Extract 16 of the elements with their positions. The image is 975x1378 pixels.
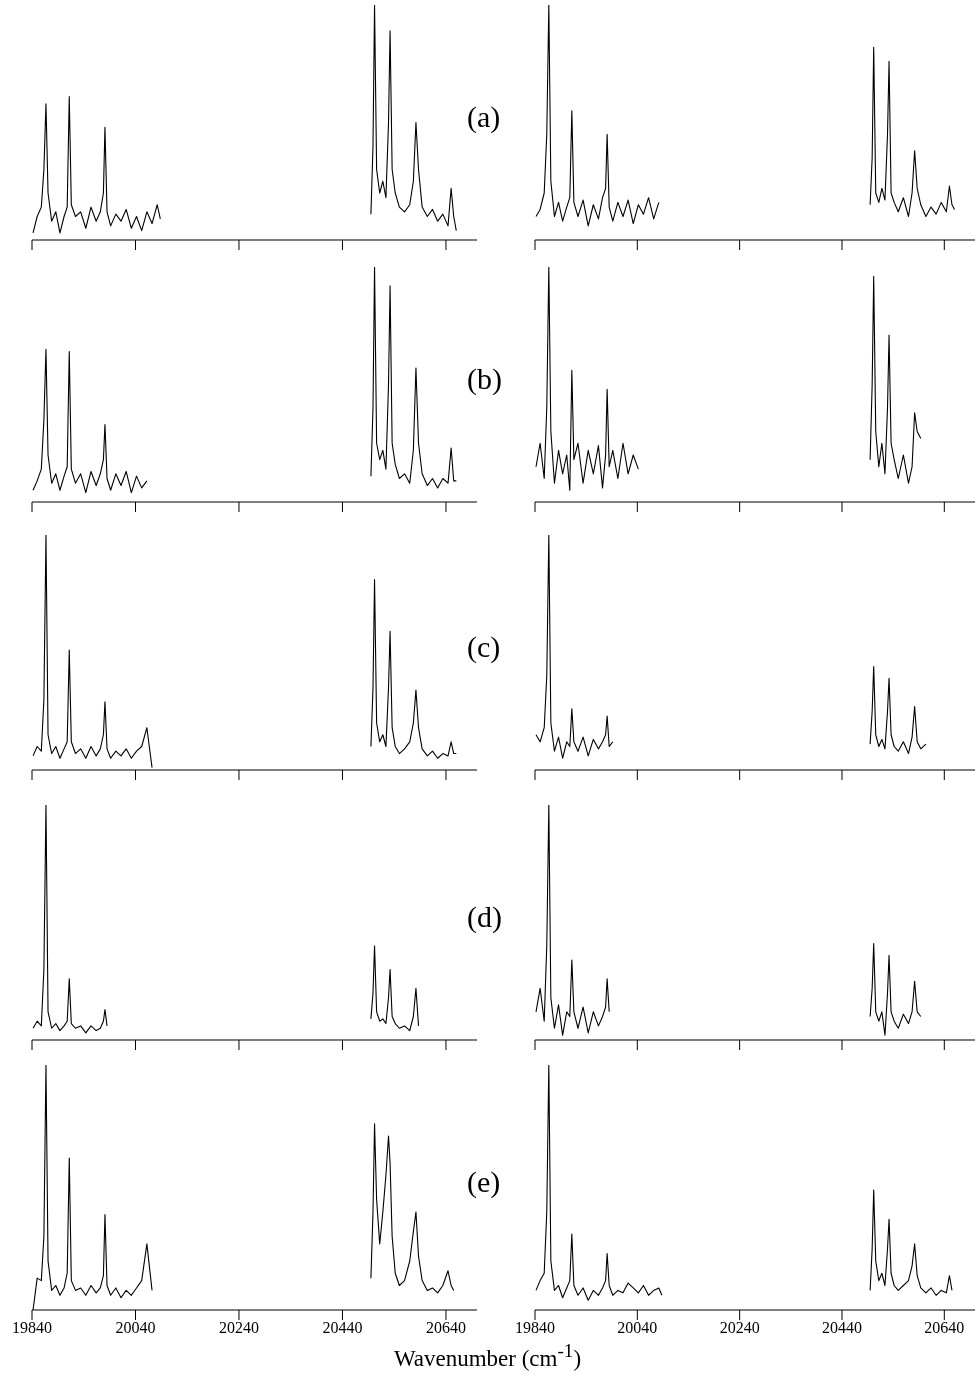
annotation: (e): [467, 1165, 501, 1199]
x-tick-label: 20240: [719, 1319, 760, 1337]
x-tick-label: 20240: [218, 1319, 259, 1337]
x-tick-label: 20640: [425, 1319, 466, 1337]
x-tick-label: 20040: [115, 1319, 156, 1337]
x-tick-label: 20640: [924, 1319, 965, 1337]
x-tick-label: 20440: [322, 1319, 363, 1337]
x-tick-label: 19840: [12, 1319, 52, 1337]
x-tick-label: 20440: [821, 1319, 862, 1337]
x-tick-label: 19840: [515, 1319, 555, 1337]
annotation: (b): [467, 362, 502, 396]
x-tick-label: 20040: [617, 1319, 658, 1337]
annotation: (d): [467, 900, 502, 934]
annotation: (a): [467, 100, 501, 134]
annotation: (c): [467, 630, 501, 664]
x-axis-title: Wavenumber (cm$^{-1}$): [392, 1340, 583, 1372]
